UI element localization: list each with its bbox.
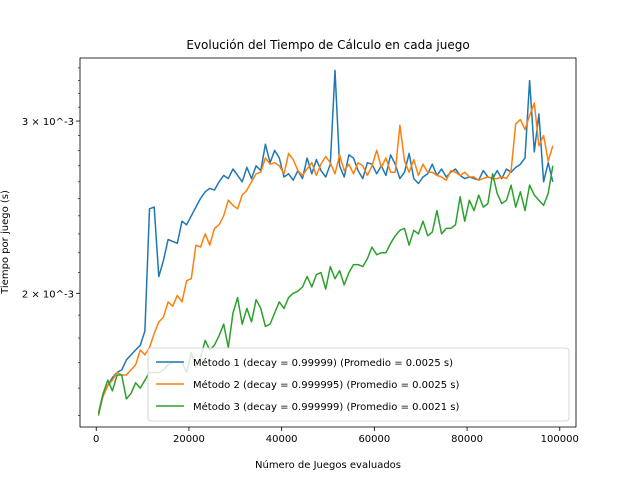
- y-tick-label: 3 × 10^-3: [22, 117, 74, 128]
- y-axis-label: Tiempo por juego (s): [0, 190, 11, 295]
- x-tick-label: 0: [93, 434, 99, 445]
- series-line-metodo-2: [97, 102, 554, 413]
- y-axis: 2 × 10^-3 3 × 10^-3: [22, 67, 80, 416]
- x-axis-label: Número de Juegos evaluados: [255, 459, 401, 471]
- x-tick-label: 20000: [173, 434, 205, 445]
- x-axis: 0 20000 40000 60000 80000 100000: [93, 427, 579, 445]
- plot-area-frame: [79, 57, 577, 428]
- legend-box: [147, 347, 570, 422]
- legend-label-metodo-3: Método 3 (decay = 0.999999) (Promedio = …: [193, 401, 460, 413]
- x-tick-label: 60000: [358, 434, 390, 445]
- y-tick-label: 2 × 10^-3: [22, 289, 74, 300]
- x-tick-label: 80000: [451, 434, 483, 445]
- legend-label-metodo-2: Método 2 (decay = 0.999995) (Promedio = …: [193, 379, 460, 391]
- legend-label-metodo-1: Método 1 (decay = 0.99999) (Promedio = 0…: [193, 357, 453, 369]
- x-tick-label: 40000: [266, 434, 298, 445]
- chart-title: Evolución del Tiempo de Cálculo en cada …: [186, 38, 469, 52]
- legend: Método 1 (decay = 0.99999) (Promedio = 0…: [147, 347, 570, 422]
- x-tick-label: 100000: [541, 434, 579, 445]
